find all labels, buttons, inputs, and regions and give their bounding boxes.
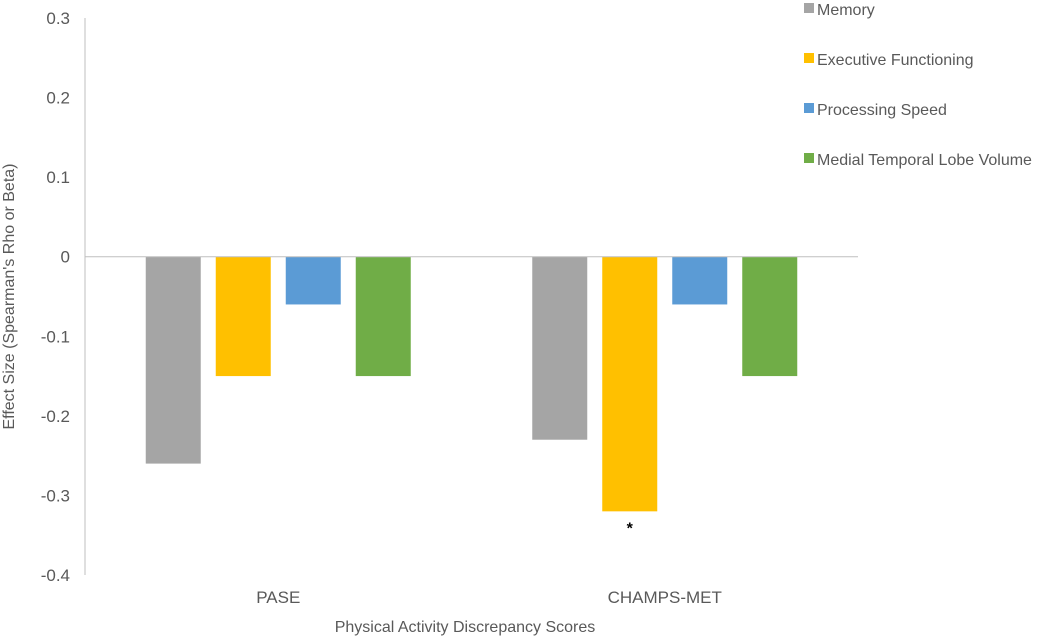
y-axis-ticks: 0.3 0.2 0.1 0 -0.1 -0.2 -0.3 -0.4 [41,9,70,585]
y-tick-label: 0 [61,248,70,267]
legend-swatch [804,103,814,113]
y-tick-label: -0.1 [41,327,70,346]
y-tick-label: -0.2 [41,407,70,426]
legend-label: Processing Speed [817,102,947,119]
bar [602,256,658,512]
legend-label: Medial Temporal Lobe Volume [817,152,1032,169]
legend-swatch [804,153,814,163]
bar [742,256,798,377]
significance-marker: * [627,520,634,537]
y-tick-label: -0.4 [41,566,70,585]
x-axis-title: Physical Activity Discrepancy Scores [335,619,596,636]
legend-swatch [804,3,814,13]
y-axis-title: Effect Size (Spearman's Rho or Beta) [1,164,18,430]
bar [672,256,728,305]
x-axis-ticks: PASE CHAMPS-MET [256,588,722,607]
bar [215,256,271,377]
y-tick-label: -0.3 [41,486,70,505]
x-tick-label: CHAMPS-MET [608,588,722,607]
y-tick-label: 0.2 [46,89,70,108]
legend-label: Executive Functioning [817,52,974,69]
bar [355,256,411,377]
legend-label: Memory [817,2,875,19]
bars [145,256,798,512]
y-tick-label: 0.1 [46,168,70,187]
annotations: * [627,520,634,537]
legend-swatch [804,53,814,63]
bar [285,256,341,305]
bar [145,256,201,464]
legend: Memory Executive Functioning Processing Sp… [804,2,1032,169]
y-tick-label: 0.3 [46,9,70,28]
x-tick-label: PASE [256,588,300,607]
bar [532,256,588,440]
